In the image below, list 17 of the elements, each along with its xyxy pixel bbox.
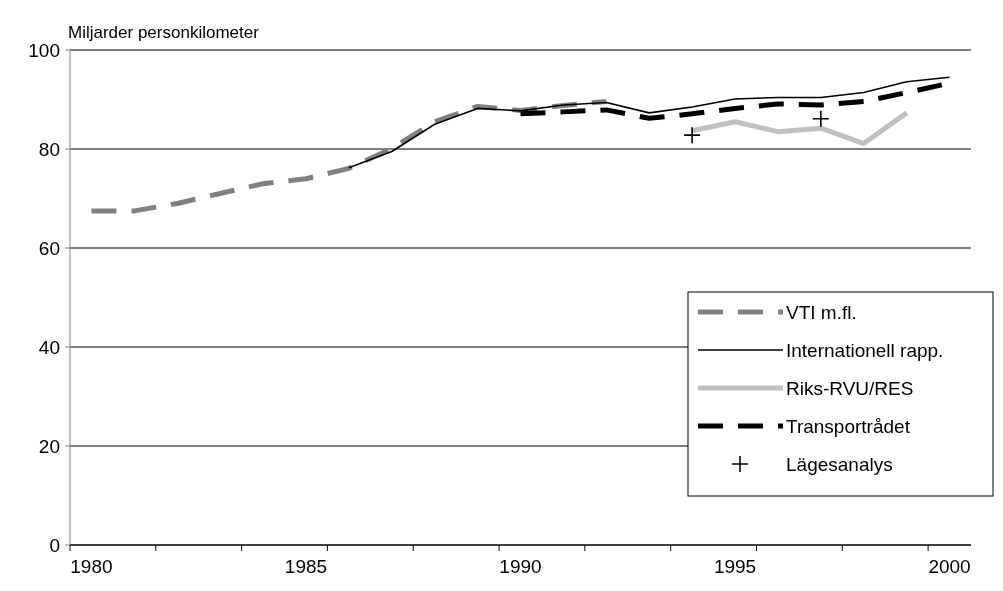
y-tick-label: 100 [28, 39, 60, 61]
y-tick-label: 0 [49, 534, 60, 556]
x-tick-label: 1980 [70, 556, 113, 577]
x-tick-label: 1995 [713, 556, 757, 577]
y-tick-label: 60 [38, 237, 60, 259]
legend-label: Lägesanalys [786, 453, 893, 475]
x-tick-label: 1985 [284, 556, 328, 577]
legend-label: Transportrådet [786, 415, 911, 437]
y-tick-label: 80 [38, 138, 60, 160]
y-tick-label: 20 [38, 435, 60, 457]
x-tick-label: 2000 [928, 556, 971, 577]
legend-label: Internationell rapp. [786, 339, 944, 361]
x-tick-label: 1990 [499, 556, 542, 577]
legend-label: VTI m.fl. [786, 301, 857, 323]
y-axis-title: Miljarder personkilometer [68, 23, 260, 42]
y-tick-label: 40 [38, 336, 60, 358]
legend-label: Riks-RVU/RES [786, 377, 914, 399]
